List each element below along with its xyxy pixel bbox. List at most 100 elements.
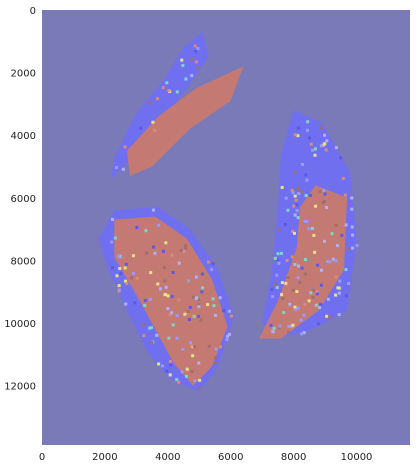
heatmap-cell <box>325 139 329 143</box>
heatmap-cell <box>293 213 297 217</box>
heatmap-cell <box>334 259 338 263</box>
heatmap-cell <box>296 186 300 190</box>
heatmap-cell <box>284 281 288 285</box>
heatmap-cell <box>166 294 170 298</box>
heatmap-cell <box>319 126 323 130</box>
heatmap-cell <box>273 283 277 287</box>
heatmap-cell <box>314 204 318 208</box>
heatmap-cell <box>194 275 198 279</box>
heatmap-cell <box>212 304 216 308</box>
heatmap-cell <box>168 313 172 317</box>
heatmap-cell <box>287 324 291 328</box>
heatmap-cell <box>297 192 301 196</box>
heatmap-cell <box>199 318 203 322</box>
heatmap-cell <box>293 231 297 235</box>
tissue-red-region-5 <box>259 185 348 339</box>
heatmap-cell <box>143 298 147 302</box>
heatmap-cell <box>320 268 324 272</box>
heatmap-cell <box>157 223 161 227</box>
heatmap-cell <box>193 44 197 48</box>
heatmap-cell <box>297 264 301 268</box>
heatmap-cell <box>131 254 135 258</box>
heatmap-cell <box>198 378 202 382</box>
x-tick-label: 6000 <box>218 452 243 463</box>
heatmap-cell <box>164 285 168 289</box>
heatmap-cell <box>296 276 300 280</box>
heatmap-cell <box>293 170 297 174</box>
heatmap-cell <box>275 273 279 277</box>
heatmap-cell <box>316 322 320 326</box>
heatmap-cell <box>270 287 274 291</box>
heatmap-cell <box>227 309 231 313</box>
heatmap-cell <box>291 229 295 233</box>
heatmap-cell <box>149 297 153 301</box>
heatmap-cell <box>115 274 119 278</box>
heatmap-cell <box>184 77 188 81</box>
heatmap-cell <box>165 369 169 373</box>
heatmap-cell <box>166 307 170 311</box>
heatmap-cell <box>334 293 338 297</box>
y-tick-label: 10000 <box>4 319 36 330</box>
heatmap-cell <box>171 323 175 327</box>
heatmap-cell <box>303 219 307 223</box>
heatmap-cell <box>286 208 290 212</box>
heatmap-cell <box>170 294 174 298</box>
heatmap-cell <box>337 286 341 290</box>
heatmap-cell <box>196 314 200 318</box>
heatmap-cell <box>171 270 175 274</box>
heatmap-cell <box>355 243 359 247</box>
heatmap-cell <box>351 246 355 250</box>
heatmap-cell <box>293 194 297 198</box>
heatmap-cell <box>344 268 348 272</box>
heatmap-cell <box>319 302 323 306</box>
heatmap-cell <box>343 193 347 197</box>
heatmap-cell <box>292 204 296 208</box>
x-tick-label: 8000 <box>281 452 306 463</box>
heatmap-cell <box>175 378 179 382</box>
heatmap-cell <box>153 251 157 255</box>
heatmap-cell <box>201 286 205 290</box>
heatmap-cell <box>304 194 308 198</box>
heatmap-cell <box>144 229 148 233</box>
y-tick-label: 8000 <box>11 256 36 267</box>
heatmap-cell <box>114 166 118 170</box>
heatmap-cell <box>285 258 289 262</box>
heatmap-cell <box>306 120 310 124</box>
heatmap-cell <box>295 290 299 294</box>
heatmap-cell <box>189 57 193 61</box>
heatmap-cell <box>291 288 295 292</box>
heatmap-cell <box>193 344 197 348</box>
heatmap-cell <box>170 311 174 315</box>
heatmap-cell <box>183 312 187 316</box>
heatmap-regions <box>98 31 357 392</box>
heatmap-cell <box>281 296 285 300</box>
heatmap-cell <box>119 272 123 276</box>
heatmap-cell <box>197 361 201 365</box>
heatmap-cell <box>219 345 223 349</box>
heatmap-cell <box>150 340 154 344</box>
heatmap-cell <box>275 258 279 262</box>
heatmap-cell <box>300 266 304 270</box>
heatmap-cell <box>293 133 297 137</box>
heatmap-cell <box>326 260 330 264</box>
heatmap-cell <box>271 330 275 334</box>
heatmap-cell <box>305 178 309 182</box>
heatmap-cell <box>315 289 319 293</box>
heatmap-cell <box>180 58 184 62</box>
heatmap-cell <box>303 272 307 276</box>
heatmap-cell <box>153 128 157 132</box>
heatmap-cell <box>214 347 218 351</box>
heatmap-cell <box>284 196 288 200</box>
heatmap-cell <box>157 362 161 366</box>
heatmap-cell <box>334 275 338 279</box>
heatmap-cell <box>192 314 196 318</box>
heatmap-cell <box>328 260 332 264</box>
heatmap-cell <box>273 256 277 260</box>
heatmap-cell <box>141 323 145 327</box>
heatmap-cell <box>182 250 186 254</box>
heatmap-cell <box>117 254 121 258</box>
heatmap-cell <box>269 323 273 327</box>
heatmap-cell <box>191 354 195 358</box>
heatmap-cell <box>296 126 300 130</box>
